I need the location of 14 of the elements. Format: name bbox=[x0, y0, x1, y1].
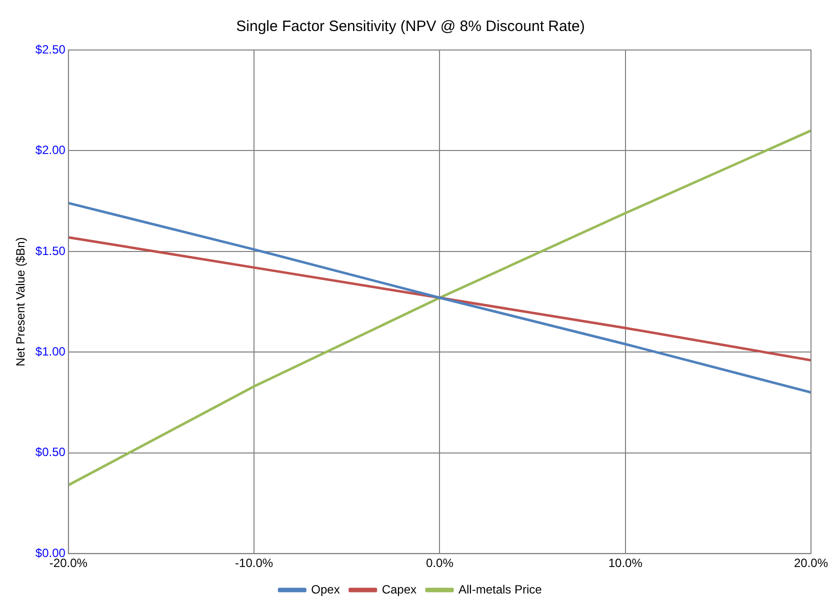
y-tick-label: $2.50 bbox=[35, 42, 66, 56]
y-tick-label: $1.50 bbox=[35, 244, 66, 258]
legend-label: Capex bbox=[382, 582, 417, 596]
x-tick-label: -10.0% bbox=[235, 556, 274, 570]
legend-label: All-metals Price bbox=[458, 582, 542, 596]
x-tick-label: 0.0% bbox=[426, 556, 454, 570]
y-tick-label: $0.50 bbox=[35, 445, 66, 460]
y-tick-label: $2.00 bbox=[35, 143, 66, 158]
chart-title: Single Factor Sensitivity (NPV @ 8% Discount Rate) bbox=[236, 18, 585, 36]
x-tick-label: 10.0% bbox=[608, 556, 643, 570]
x-tick-label: 20.0% bbox=[794, 556, 828, 570]
y-axis-title: Net Present Value ($Bn) bbox=[14, 237, 28, 366]
y-tick-label: $1.00 bbox=[35, 344, 66, 358]
legend-label: Opex bbox=[311, 582, 340, 596]
